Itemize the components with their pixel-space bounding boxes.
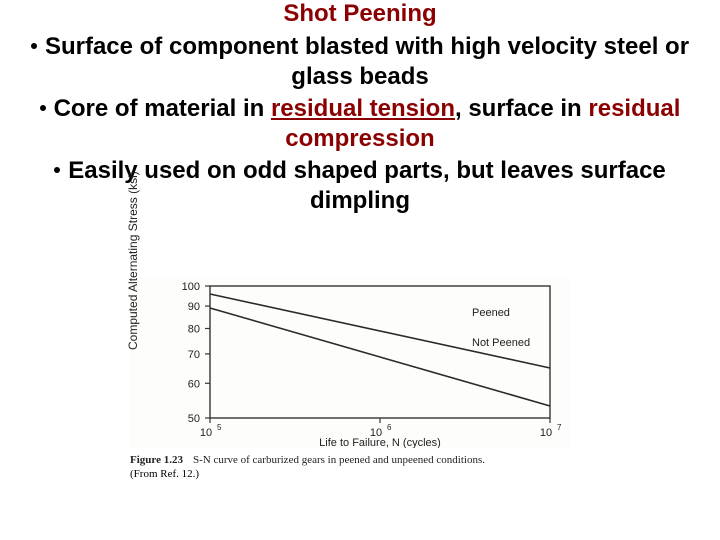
- figure: Computed Alternating Stress (ksi) 506070…: [130, 278, 590, 480]
- svg-text:Peened: Peened: [472, 307, 510, 319]
- svg-text:6: 6: [387, 423, 392, 432]
- bullet-dot-icon: [54, 167, 60, 173]
- svg-text:5: 5: [217, 423, 222, 432]
- svg-text:Not Peened: Not Peened: [472, 337, 530, 349]
- y-axis-label: Computed Alternating Stress (ksi): [126, 171, 140, 350]
- svg-text:100: 100: [182, 281, 200, 293]
- bullet-item: Surface of component blasted with high v…: [28, 32, 692, 92]
- svg-text:80: 80: [188, 323, 200, 335]
- highlight-tension: residual tension: [271, 95, 455, 122]
- svg-text:Life to Failure, N (cycles): Life to Failure, N (cycles): [319, 437, 441, 448]
- svg-text:70: 70: [188, 349, 200, 361]
- caption-reference: (From Ref. 12.): [130, 468, 590, 480]
- sn-chart: 5060708090100105106107Life to Failure, N…: [130, 278, 570, 448]
- caption-figure-number: Figure 1.23: [130, 454, 183, 466]
- bullet-item: Core of material in residual tension, su…: [28, 94, 692, 154]
- svg-text:10: 10: [540, 427, 552, 439]
- svg-text:50: 50: [188, 413, 200, 425]
- bullet-text: Easily used on odd shaped parts, but lea…: [68, 157, 666, 214]
- svg-text:7: 7: [557, 423, 562, 432]
- svg-text:60: 60: [188, 378, 200, 390]
- bullet-dot-icon: [31, 43, 37, 49]
- bullet-text-mid: , surface in: [455, 95, 588, 122]
- bullet-text-prefix: Core of material in: [54, 95, 271, 122]
- caption-text: S-N curve of carburized gears in peened …: [193, 454, 485, 466]
- bullet-dot-icon: [40, 105, 46, 111]
- svg-text:10: 10: [200, 427, 212, 439]
- figure-caption: Figure 1.23 S-N curve of carburized gear…: [130, 454, 590, 466]
- bullet-text: Surface of component blasted with high v…: [45, 33, 689, 90]
- slide-title: Shot Peening: [0, 0, 720, 28]
- bullet-list: Surface of component blasted with high v…: [0, 32, 720, 216]
- svg-text:90: 90: [188, 301, 200, 313]
